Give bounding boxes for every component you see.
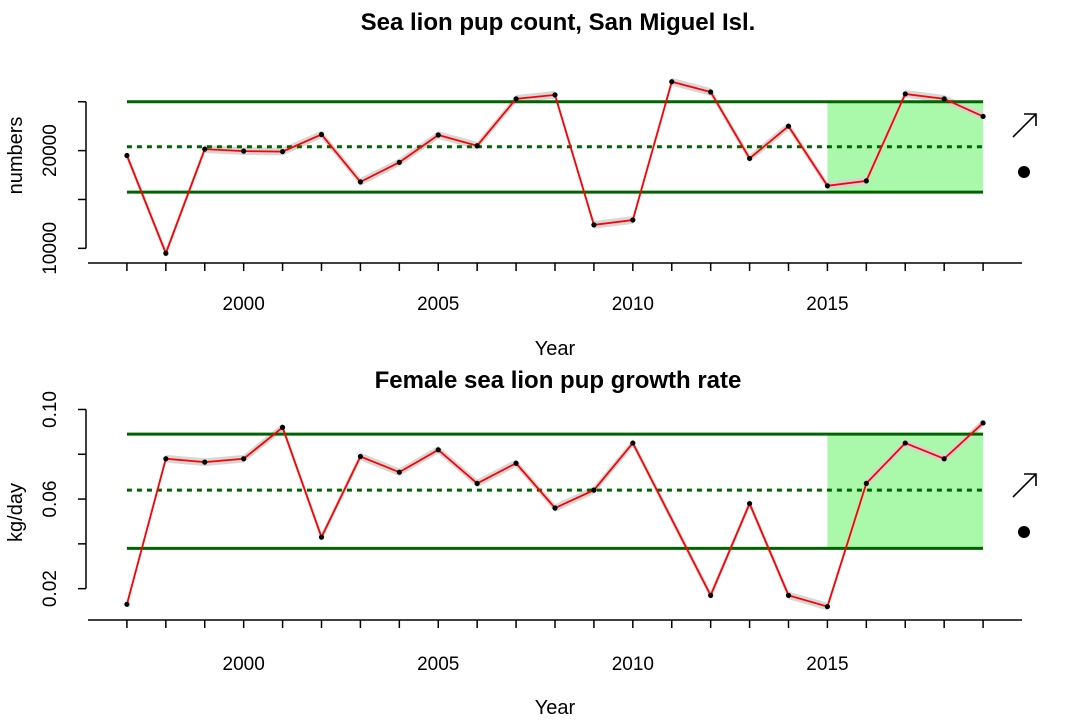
data-point (474, 480, 480, 486)
data-point (591, 487, 597, 493)
x-tick-label: 2000 (223, 654, 265, 675)
data-point (863, 480, 869, 486)
y-tick-label: 0.02 (40, 570, 61, 607)
panel-pup-growth: Female sea lion pup growth rate 2000 2005 2… (5, 367, 1037, 719)
data-point (202, 146, 208, 152)
y-tick-label: 10000 (40, 222, 61, 275)
x-tick-label: 2010 (612, 294, 654, 315)
y-tick-label: 0.10 (40, 391, 61, 428)
data-point (163, 250, 169, 256)
trend-arrow-head-icon (1024, 473, 1037, 486)
y-axis-label: kg/day (5, 483, 27, 542)
data-point (630, 217, 636, 223)
data-point (824, 183, 831, 189)
y-tick-label: 0.06 (40, 481, 61, 518)
data-point (357, 179, 364, 185)
data-point (241, 148, 247, 154)
data-point (902, 91, 908, 97)
series-line (126, 422, 984, 608)
data-point (435, 447, 441, 453)
data-point (669, 79, 675, 85)
data-point (241, 456, 247, 462)
data-point (396, 159, 402, 165)
x-tick-label: 2005 (417, 654, 459, 675)
data-point (513, 460, 519, 466)
data-point (902, 440, 908, 446)
data-point (746, 500, 753, 507)
data-point (708, 592, 714, 598)
data-point (513, 96, 519, 102)
data-point (630, 440, 636, 446)
x-tick-label: 2000 (223, 294, 265, 315)
data-point (163, 456, 169, 462)
trend-arrow-icon (1012, 473, 1037, 498)
data-point (124, 152, 130, 159)
x-axis-label: Year (535, 697, 576, 719)
data-point (357, 453, 364, 460)
data-point (785, 592, 792, 598)
x-tick-label: 2015 (806, 654, 848, 675)
x-tick-label: 2015 (806, 294, 848, 315)
data-point (202, 459, 208, 465)
data-point (318, 131, 325, 138)
data-point (124, 601, 130, 607)
data-point (980, 113, 986, 120)
data-point (552, 505, 558, 511)
y-axis-label: numbers (5, 117, 27, 195)
chart-title: Sea lion pup count, San Miguel Isl. (361, 9, 756, 36)
data-point (980, 420, 986, 426)
trend-arrow-head-icon (1024, 113, 1037, 126)
panel-pup-count: Sea lion pup count, San Miguel Isl. 2000 2… (5, 9, 1037, 360)
data-point (708, 89, 714, 95)
status-dot-icon (1018, 166, 1030, 178)
data-point (941, 456, 947, 462)
x-tick-label: 2010 (612, 654, 654, 675)
data-point (785, 123, 792, 129)
x-axis-label: Year (535, 338, 576, 360)
data-point (863, 178, 869, 184)
data-point (474, 143, 480, 149)
data-point (435, 132, 441, 138)
data-point (552, 92, 558, 98)
chart-title: Female sea lion pup growth rate (375, 367, 742, 394)
data-point (396, 469, 402, 475)
data-point (279, 148, 286, 155)
status-dot-icon (1018, 526, 1030, 538)
data-point (941, 96, 947, 102)
x-tick-label: 2005 (417, 294, 459, 315)
data-point (746, 155, 753, 162)
data-point (279, 424, 286, 430)
y-tick-label: 20000 (40, 124, 61, 177)
trend-arrow-icon (1012, 113, 1037, 138)
data-point (591, 222, 597, 228)
data-point (824, 603, 831, 610)
data-point (318, 534, 325, 540)
